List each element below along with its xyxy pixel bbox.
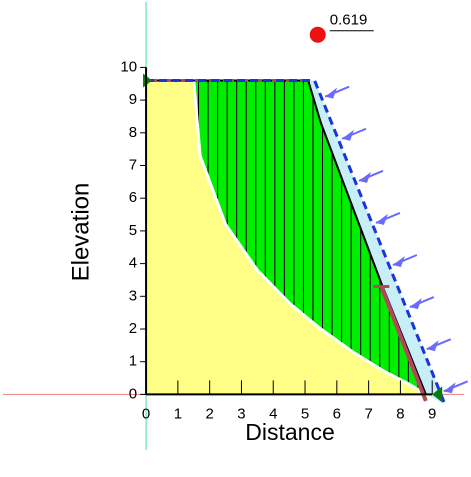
- y-tick-label: 8: [129, 124, 137, 141]
- y-tick-label: 7: [129, 156, 137, 173]
- x-tick-label: 2: [205, 405, 213, 422]
- x-tick-label: 5: [301, 405, 309, 422]
- y-tick-label: 3: [129, 287, 137, 304]
- pressure-arrow-head: [443, 382, 456, 394]
- pressure-arrow-head: [426, 340, 439, 352]
- y-tick-label: 10: [120, 58, 137, 75]
- crack: [379, 285, 428, 402]
- pressure-arrow-head: [392, 256, 405, 268]
- x-tick-label: 0: [142, 405, 150, 422]
- y-tick-label: 9: [129, 91, 137, 108]
- x-tick-label: 3: [237, 405, 245, 422]
- x-tick-label: 6: [333, 405, 341, 422]
- slip-surface: [192, 80, 427, 396]
- pressure-arrow-head: [325, 87, 338, 99]
- y-tick-label: 5: [129, 222, 137, 239]
- x-tick-label: 8: [396, 405, 404, 422]
- water-line: [146, 78, 447, 405]
- pressure-arrow-head: [409, 298, 422, 310]
- pressure-arrow-head: [358, 171, 371, 183]
- factor-of-safety: 0.619: [330, 12, 368, 29]
- pressure-arrow-head: [375, 213, 388, 225]
- support: [432, 386, 443, 403]
- y-tick-label: 6: [129, 189, 137, 206]
- y-axis-label: Elevation: [67, 183, 94, 282]
- x-tick-label: 1: [174, 405, 182, 422]
- y-tick-label: 1: [129, 353, 137, 370]
- y-tick-label: 2: [129, 320, 137, 337]
- y-tick-label: 4: [129, 255, 137, 272]
- x-tick-label: 7: [364, 405, 372, 422]
- pressure-arrow-head: [342, 129, 355, 141]
- sliding-mass: [193, 80, 426, 395]
- y-tick-label: 0: [129, 385, 137, 402]
- x-tick-label: 9: [428, 405, 436, 422]
- slip-center: [309, 26, 326, 43]
- x-axis-label: Distance: [245, 419, 334, 445]
- x-tick-label: 4: [269, 405, 277, 422]
